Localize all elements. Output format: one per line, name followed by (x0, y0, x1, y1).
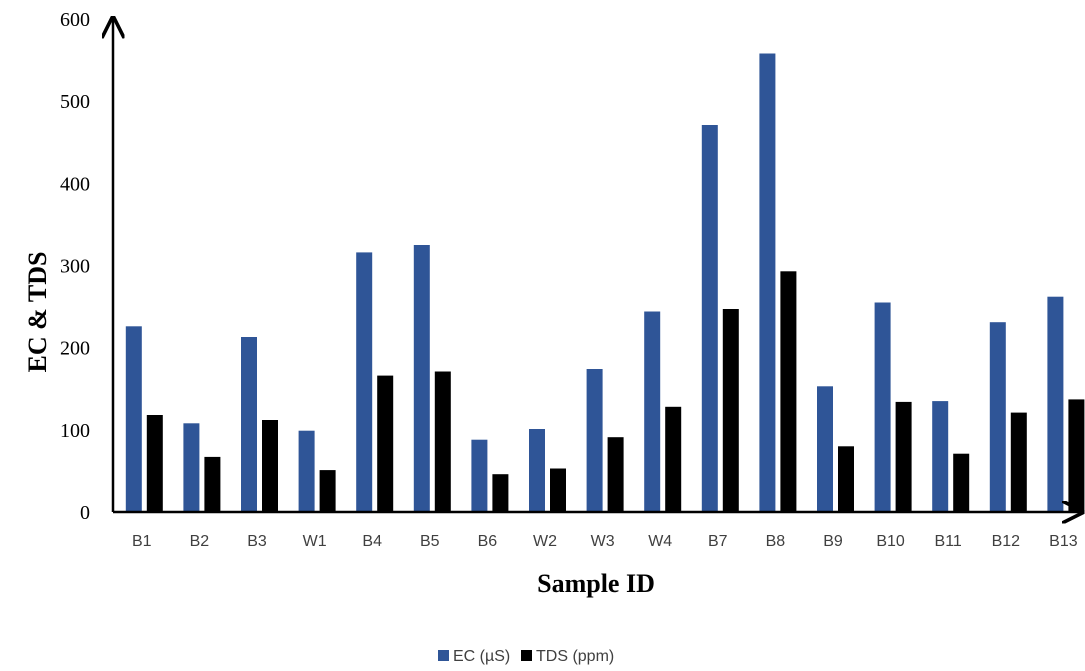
x-tick-label: B5 (420, 533, 440, 550)
legend-label-ec: EC (µS) (453, 648, 510, 665)
bar-tds-b10 (895, 401, 912, 512)
y-tick-label: 600 (60, 9, 90, 31)
bar-ec-b1 (125, 326, 142, 512)
bar-tds-w3 (607, 437, 624, 512)
x-tick-label: B7 (708, 533, 728, 550)
bar-ec-b8 (759, 53, 776, 512)
bar-ec-b9 (817, 386, 833, 512)
x-tick-label: B8 (766, 533, 786, 550)
legend-label-tds: TDS (ppm) (536, 648, 614, 665)
bar-ec-w4 (644, 311, 661, 512)
x-tick-label: W3 (591, 533, 615, 550)
x-axis-title: Sample ID (537, 569, 655, 598)
bar-tds-b7 (722, 309, 739, 512)
x-tick-label: B2 (190, 533, 210, 550)
y-tick-label: 300 (60, 256, 90, 278)
x-tick-label: W1 (303, 533, 327, 550)
legend-swatch-ec (438, 650, 449, 661)
bar-tds-b11 (953, 453, 970, 512)
x-tick-label: B6 (478, 533, 498, 550)
bar-tds-b1 (146, 415, 163, 512)
x-tick-label: B13 (1049, 533, 1078, 550)
bar-ec-b10 (874, 302, 891, 512)
bar-ec-b11 (932, 401, 949, 512)
bar-ec-b4 (356, 252, 373, 512)
y-tick-label: 500 (60, 91, 90, 113)
bar-ec-w1 (298, 430, 315, 512)
y-axis-title: EC & TDS (23, 252, 52, 373)
bar-tds-b5 (434, 371, 451, 512)
bar-tds-b12 (1010, 412, 1027, 512)
bar-tds-b13 (1068, 399, 1085, 512)
bar-tds-b3 (262, 420, 278, 512)
bar-tds-b2 (204, 456, 221, 512)
bar-ec-b3 (241, 337, 257, 512)
x-tick-labels: B1 B2 B3 W1 B4 B5 B6 W2 W3 W4 B7 B8 B9 B10 B11 B12 B13 (132, 533, 1078, 550)
x-tick-label: B1 (132, 533, 152, 550)
bars-group (125, 53, 1085, 512)
x-tick-label: B9 (823, 533, 843, 550)
y-tick-label: 0 (80, 502, 90, 524)
bar-ec-b6 (471, 439, 488, 512)
bar-ec-w2 (529, 429, 545, 512)
y-tick-labels: 0 100 200 300 400 500 600 (60, 9, 90, 524)
bar-tds-w1 (319, 470, 336, 512)
bar-tds-w4 (665, 406, 682, 512)
x-tick-label: W2 (533, 533, 557, 550)
x-tick-label: B3 (247, 533, 267, 550)
bar-ec-b12 (989, 322, 1006, 512)
y-tick-label: 400 (60, 173, 90, 195)
y-tick-label: 100 (60, 420, 90, 442)
bar-ec-w3 (586, 369, 603, 512)
bar-tds-b8 (780, 271, 797, 512)
bar-tds-w2 (550, 468, 566, 512)
x-tick-label: B11 (935, 533, 962, 550)
bar-ec-b2 (183, 423, 200, 512)
bar-tds-b4 (377, 375, 394, 512)
legend-swatch-tds (521, 650, 532, 661)
legend: EC (µS) TDS (ppm) (438, 648, 614, 665)
x-tick-label: W4 (648, 533, 672, 550)
bar-ec-b13 (1047, 296, 1064, 512)
y-tick-label: 200 (60, 338, 90, 360)
bar-tds-b6 (492, 474, 509, 512)
x-tick-label: B10 (876, 533, 905, 550)
bar-ec-b5 (413, 245, 430, 512)
bar-tds-b9 (838, 446, 854, 512)
bar-ec-b7 (701, 125, 718, 512)
x-tick-label: B12 (992, 533, 1021, 550)
x-tick-label: B4 (362, 533, 382, 550)
